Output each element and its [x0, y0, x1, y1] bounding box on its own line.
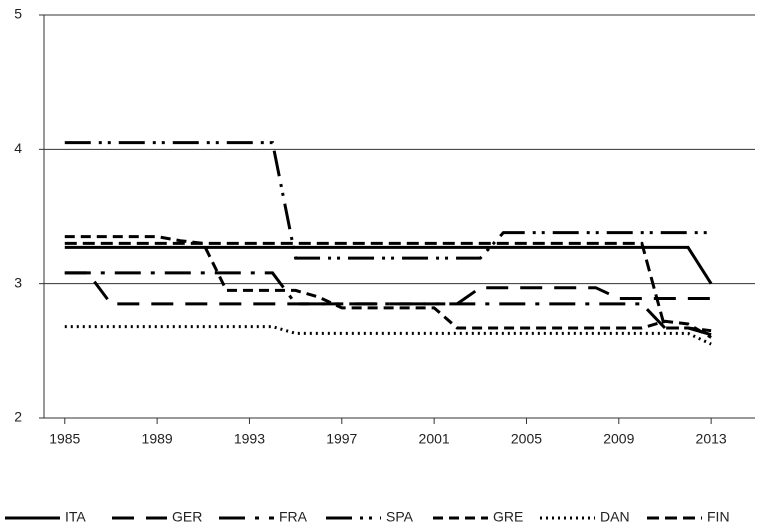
legend-label: SPA: [386, 509, 414, 525]
x-tick-label: 2001: [419, 431, 450, 447]
legend-label: FRA: [279, 509, 308, 525]
legend-label: ITA: [65, 509, 86, 525]
y-tick-label: 5: [14, 6, 22, 22]
series-line: [64, 271, 712, 306]
x-tick-label: 1997: [326, 431, 357, 447]
y-tick-label: 4: [14, 140, 22, 156]
series-line: [64, 271, 712, 337]
legend-label: FIN: [707, 509, 730, 525]
x-tick-label: 2005: [511, 431, 542, 447]
x-tick-label: 1989: [142, 431, 173, 447]
legend-label: DAN: [600, 509, 630, 525]
series-line: [64, 245, 713, 285]
legend-label: GER: [172, 509, 202, 525]
y-tick-label: 3: [14, 274, 22, 290]
x-tick-label: 1993: [234, 431, 265, 447]
series-line: [64, 235, 712, 339]
y-tick-label: 2: [14, 409, 22, 425]
series-line: [64, 241, 712, 333]
series-line: [64, 141, 712, 260]
x-tick-label: 1985: [49, 431, 80, 447]
series-line: [64, 325, 712, 346]
x-tick-label: 2009: [603, 431, 634, 447]
x-tick-label: 2013: [696, 431, 727, 447]
legend-label: GRE: [493, 509, 523, 525]
